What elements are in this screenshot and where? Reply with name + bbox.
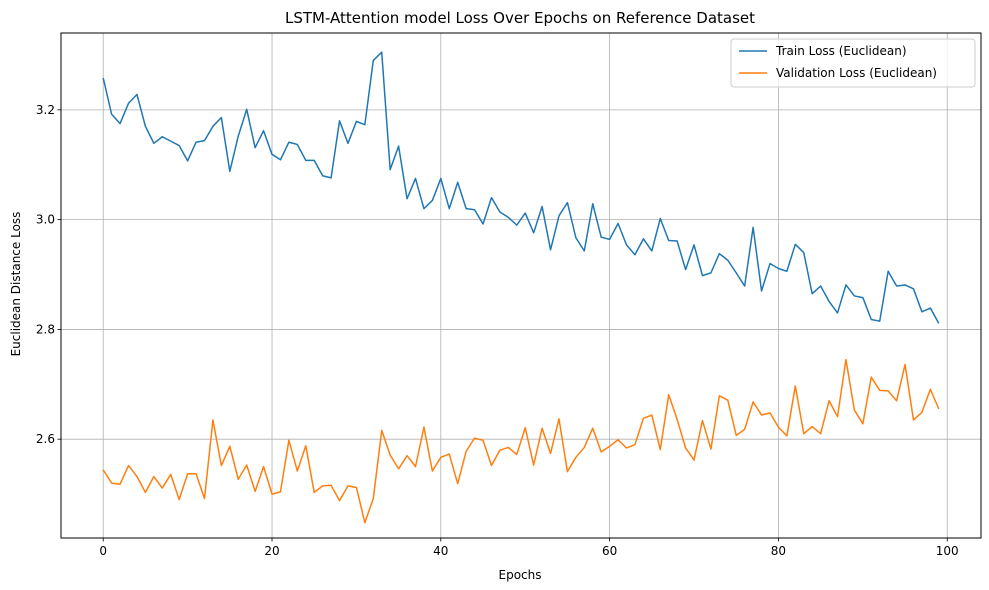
y-tick-label: 3.2	[36, 103, 55, 117]
legend-label: Validation Loss (Euclidean)	[776, 66, 937, 80]
x-tick-label: 60	[602, 544, 617, 558]
y-axis-label: Euclidean Distance Loss	[9, 212, 23, 357]
x-tick-label: 20	[264, 544, 279, 558]
series-lines	[102, 51, 940, 524]
plot-frame	[60, 32, 982, 539]
series-line-1	[102, 358, 940, 524]
y-tick-label: 2.8	[36, 322, 55, 336]
x-tick-label: 40	[433, 544, 448, 558]
y-tick-label: 3.0	[36, 213, 55, 227]
legend-label: Train Loss (Euclidean)	[775, 44, 907, 58]
chart-title: LSTM-Attention model Loss Over Epochs on…	[285, 9, 755, 27]
legend: Train Loss (Euclidean) Validation Loss (E…	[730, 38, 976, 88]
series-line-0	[102, 51, 940, 324]
axis-ticks: 0 20 40 60 80 100 2.6 2.8 3.0 3.2	[36, 103, 959, 558]
x-tick-label: 0	[99, 544, 107, 558]
legend-box	[730, 38, 976, 88]
x-tick-label: 100	[936, 544, 959, 558]
x-tick-label: 80	[771, 544, 786, 558]
y-tick-label: 2.6	[36, 432, 55, 446]
x-axis-label: Epochs	[499, 568, 542, 582]
